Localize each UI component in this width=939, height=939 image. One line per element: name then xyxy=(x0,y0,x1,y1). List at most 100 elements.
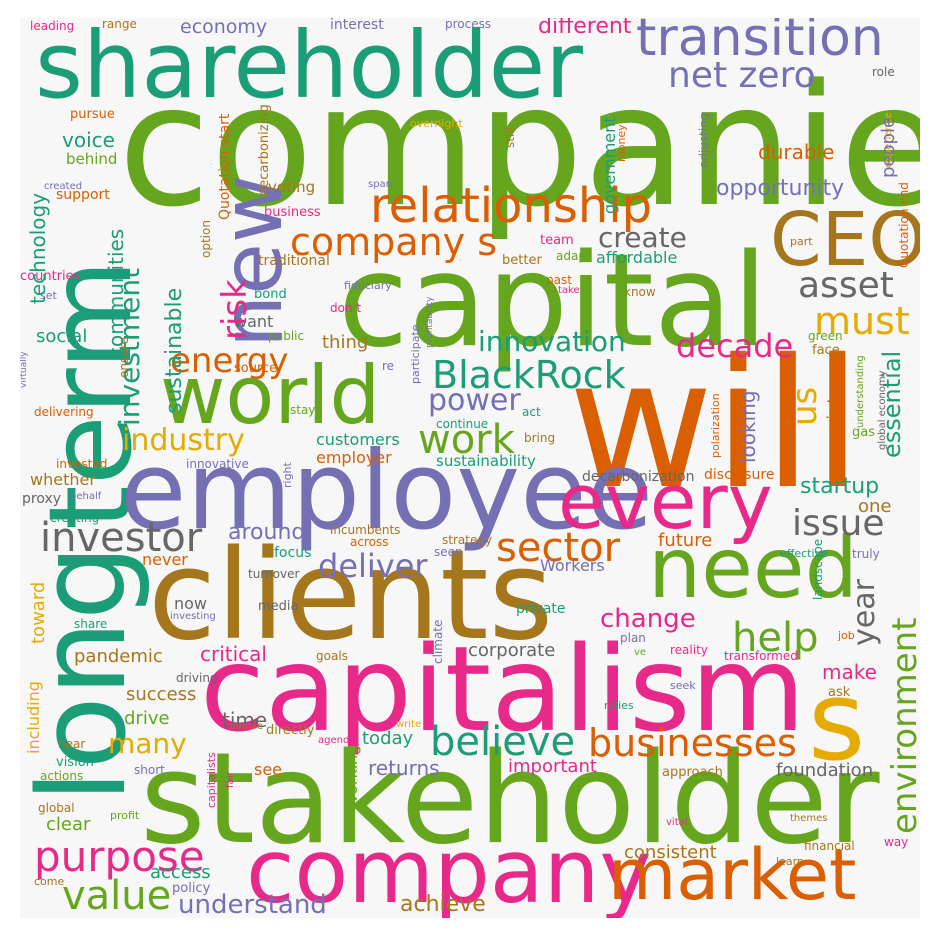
word-policy: policy xyxy=(172,881,211,896)
word-delivering: delivering xyxy=(34,405,94,419)
word-countries: countries xyxy=(20,269,81,284)
word-consistent: consistent xyxy=(624,842,717,863)
word-invested: invested xyxy=(56,457,108,471)
word-across: across xyxy=(350,535,389,549)
word-asset: asset xyxy=(798,265,894,306)
word-critical: critical xyxy=(200,642,267,666)
word-technology: technology xyxy=(26,192,50,304)
word-traditional: traditional xyxy=(258,253,330,269)
word-act: act xyxy=(522,405,541,419)
word-quotation-start: Quotation start xyxy=(217,113,233,220)
word-around: around xyxy=(228,520,306,545)
word-behalf: behalf xyxy=(70,491,102,502)
word-pursue: pursue xyxy=(70,107,115,122)
word-returns: returns xyxy=(368,756,440,780)
word-change: change xyxy=(600,604,696,634)
word-value: value xyxy=(62,873,172,918)
word-durable: durable xyxy=(758,140,835,164)
word-including: including xyxy=(24,681,43,754)
word-employee: employee xyxy=(120,429,654,554)
word-work: work xyxy=(418,417,515,463)
word-media: media xyxy=(258,599,299,614)
word-understanding: understanding xyxy=(855,355,866,428)
word-relationship: relationship xyxy=(370,178,653,234)
word-goals: goals xyxy=(316,649,348,663)
word-create: create xyxy=(598,221,687,254)
word-help: help xyxy=(732,615,819,661)
word-purpose: purpose xyxy=(34,832,205,881)
word-effective: effective xyxy=(780,547,828,560)
word-agenda: agenda xyxy=(318,735,356,746)
word-decarbonization: decarbonization xyxy=(582,469,695,485)
word-range: range xyxy=(102,18,137,31)
word-truly: truly xyxy=(852,547,880,561)
word-relies: relies xyxy=(604,699,634,712)
word-share: share xyxy=(74,617,108,631)
word-climate: climate xyxy=(431,619,445,664)
word-bond: bond xyxy=(254,287,287,302)
word-financial: financial xyxy=(804,839,855,853)
word-every: every xyxy=(558,457,773,546)
word-customers: customers xyxy=(316,430,400,449)
word-polarization: polarization xyxy=(709,393,722,458)
word-environment: environment xyxy=(885,617,920,834)
word-participate: participate xyxy=(409,324,422,384)
word-public: public xyxy=(268,329,305,343)
word-face: face xyxy=(812,343,840,358)
word-s: s xyxy=(808,657,866,785)
word-process: process xyxy=(445,18,492,31)
word-world: world xyxy=(160,349,381,442)
word-overnight: overnight xyxy=(410,117,463,130)
word-time: time xyxy=(222,708,268,732)
word-important: important xyxy=(508,756,597,777)
word-option: option xyxy=(199,220,213,258)
word-will: will xyxy=(568,321,862,528)
word-ask: ask xyxy=(828,685,851,700)
word-quotation-end: Quotation end xyxy=(897,182,911,268)
word-government: government xyxy=(600,116,619,214)
word-industry: industry xyxy=(122,423,245,458)
word-success: success xyxy=(126,684,197,705)
word-focus: focus xyxy=(274,545,312,561)
word-evolve: evolve xyxy=(230,721,264,732)
word-voting: voting xyxy=(268,178,316,196)
word-way: way xyxy=(884,835,909,849)
word-innovative: innovative xyxy=(186,457,249,471)
word-global-economy: global economy xyxy=(877,370,888,450)
word-actions: actions xyxy=(40,769,84,783)
word-economy: economy xyxy=(180,18,268,38)
word-learn: learn xyxy=(776,855,804,868)
word-take: take xyxy=(558,285,580,296)
word-set: set xyxy=(40,289,57,302)
word-pandemic: pandemic xyxy=(74,646,163,667)
word-people: people xyxy=(878,116,899,178)
word-green: green xyxy=(808,329,843,343)
word-business: business xyxy=(264,205,321,220)
word-span: span xyxy=(368,179,393,190)
word-leading: leading xyxy=(30,19,75,33)
word-come: come xyxy=(34,875,65,888)
word-don-t: don t xyxy=(330,301,362,315)
word-short: short xyxy=(134,763,165,777)
word-ve: ve xyxy=(634,647,647,658)
word-interest: interest xyxy=(330,18,384,33)
word-creating: creating xyxy=(50,511,100,525)
word-future: future xyxy=(658,530,713,551)
word-many: many xyxy=(108,727,187,760)
word-opportunity: opportunity xyxy=(716,176,845,201)
word-risk: risk xyxy=(215,279,255,340)
word-team: team xyxy=(540,233,574,248)
word-achieve: achieve xyxy=(400,892,486,917)
word-full: full xyxy=(558,151,574,162)
word-corporate: corporate xyxy=(468,640,556,661)
word-us: us xyxy=(785,386,825,426)
word-clear: clear xyxy=(46,814,91,835)
word-toward: toward xyxy=(28,581,49,644)
word-power: power xyxy=(428,383,521,418)
word-shareholder: shareholder xyxy=(35,18,584,119)
word-driving: driving xyxy=(176,671,218,685)
word-vision: vision xyxy=(56,755,94,770)
word-employer: employer xyxy=(316,448,392,467)
